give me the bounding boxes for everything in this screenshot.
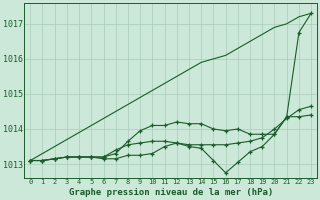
X-axis label: Graphe pression niveau de la mer (hPa): Graphe pression niveau de la mer (hPa) — [68, 188, 273, 197]
